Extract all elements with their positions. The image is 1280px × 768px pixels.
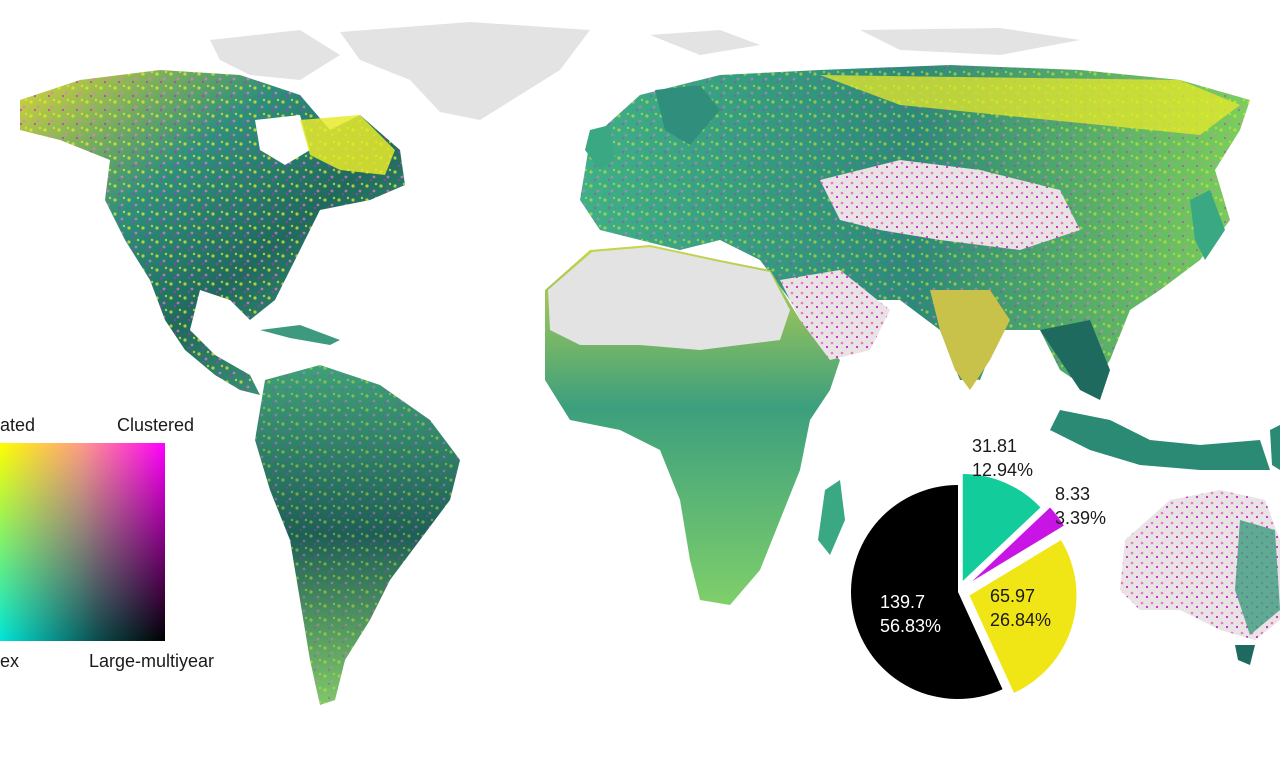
central-asia-desert <box>820 160 1080 250</box>
sahara-desert <box>548 247 790 350</box>
arabian-peninsula <box>780 270 890 360</box>
madagascar <box>818 480 845 555</box>
new-zealand-edge <box>1270 425 1280 470</box>
legend-top-left-label: ated <box>0 415 36 435</box>
british-isles <box>585 125 615 170</box>
arctic-islands-landmass <box>210 30 340 80</box>
tasmania <box>1235 645 1255 665</box>
legend-bottom-left-label: ex <box>0 651 20 671</box>
legend-bottom-right-label: Large-multiyear <box>89 651 215 671</box>
australia-east-coast <box>1235 520 1280 635</box>
south-america-speckle <box>255 365 460 705</box>
japan-islands <box>1190 190 1225 260</box>
scandinavia <box>655 85 720 145</box>
canada-yellow-region <box>300 115 395 175</box>
legend-color-square <box>0 443 165 641</box>
indonesia-islands <box>1050 410 1270 470</box>
caribbean-islands <box>260 325 340 345</box>
svalbard-landmass <box>650 30 760 55</box>
hudson-bay <box>255 115 310 165</box>
india-landmass <box>930 290 1010 390</box>
greenland-landmass <box>340 22 590 120</box>
southeast-asia <box>1040 320 1110 400</box>
siberia-yellow-region <box>820 75 1240 135</box>
north-america-speckle <box>20 70 405 395</box>
siberian-arctic-landmass <box>860 28 1080 55</box>
legend-top-right-label: Clustered <box>117 415 195 435</box>
legend-gradient-bottom <box>0 443 165 641</box>
